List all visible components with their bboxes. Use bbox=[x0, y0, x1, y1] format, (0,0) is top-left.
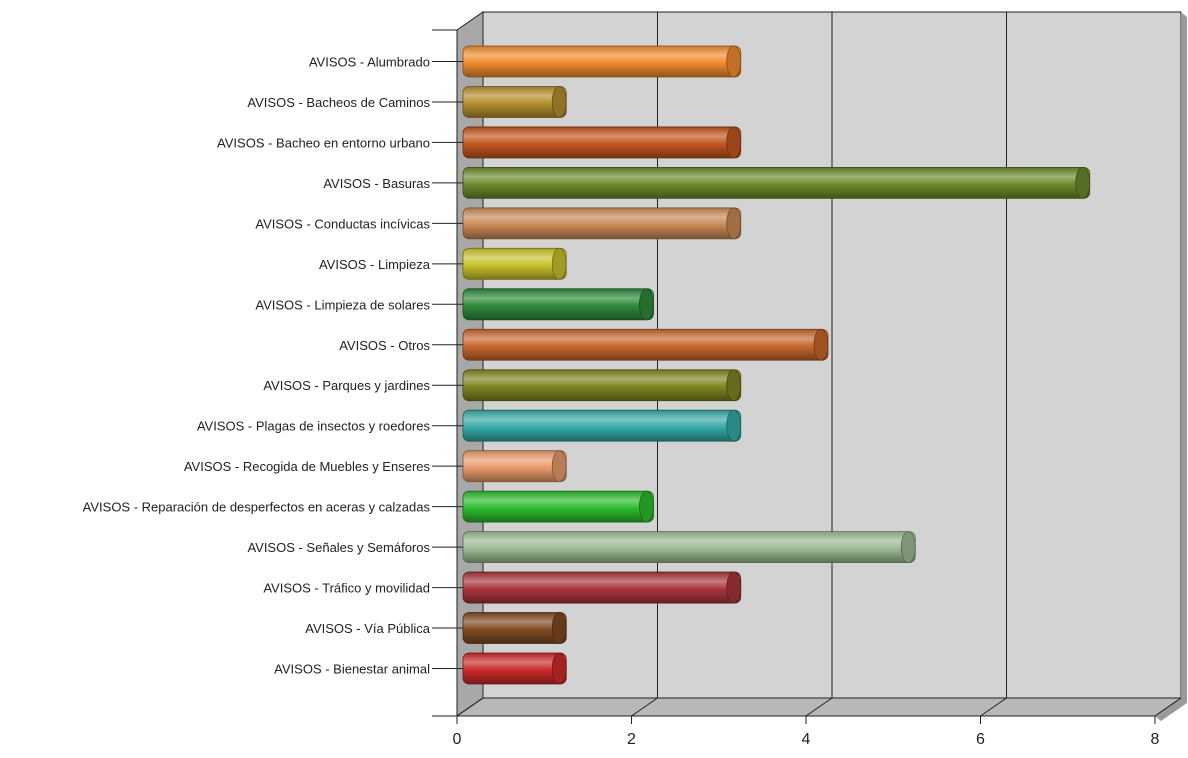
bar-15 bbox=[462, 652, 567, 685]
category-label: AVISOS - Reparación de desperfectos en a… bbox=[83, 500, 431, 515]
category-label: AVISOS - Conductas incívicas bbox=[255, 216, 430, 231]
floor-line-6 bbox=[980, 697, 1007, 717]
bar-cap-12 bbox=[900, 531, 916, 563]
bar-cap-15 bbox=[551, 652, 567, 685]
x-tick-label: 2 bbox=[627, 731, 636, 748]
bar-0 bbox=[462, 45, 742, 78]
bar-cap-1 bbox=[551, 86, 567, 118]
bar-13 bbox=[462, 571, 742, 604]
x-tick-label: 8 bbox=[1151, 731, 1160, 748]
bar-cap-5 bbox=[551, 247, 567, 280]
plot-background bbox=[455, 11, 1187, 721]
category-label: AVISOS - Otros bbox=[339, 338, 430, 353]
bar-10 bbox=[462, 450, 567, 483]
bar-cap-11 bbox=[639, 490, 654, 523]
floor-line-8 bbox=[1154, 697, 1182, 717]
bar-9 bbox=[462, 409, 742, 442]
bar-cap-10 bbox=[551, 450, 567, 483]
category-label: AVISOS - Recogida de Muebles y Enseres bbox=[184, 459, 431, 474]
bar-6 bbox=[462, 288, 654, 321]
bar-8 bbox=[462, 369, 742, 402]
category-labels: AVISOS - Alumbrado AVISOS - Bacheos de Ca… bbox=[83, 55, 463, 677]
bar-cap-2 bbox=[726, 126, 742, 159]
x-axis-ticks: 0 2 4 6 8 bbox=[432, 29, 1160, 748]
bar-11 bbox=[462, 490, 654, 523]
bar-5 bbox=[462, 247, 567, 280]
category-label: AVISOS - Basuras bbox=[323, 176, 430, 191]
bar-2 bbox=[462, 126, 742, 159]
category-label: AVISOS - Limpieza de solares bbox=[255, 297, 430, 312]
category-label: AVISOS - Bacheos de Caminos bbox=[247, 95, 430, 110]
bar-cap-7 bbox=[813, 328, 829, 361]
floor-line-4 bbox=[805, 697, 833, 717]
bar-1 bbox=[462, 86, 567, 118]
bar-cap-8 bbox=[726, 369, 742, 402]
bar-7 bbox=[462, 328, 829, 361]
category-label: AVISOS - Bienestar animal bbox=[274, 662, 430, 677]
bar-3 bbox=[462, 166, 1091, 199]
bar-cap-9 bbox=[726, 409, 742, 442]
bar-4 bbox=[462, 207, 742, 240]
category-label: AVISOS - Alumbrado bbox=[309, 55, 430, 70]
bar-cap-4 bbox=[726, 207, 742, 240]
bar-cap-6 bbox=[639, 288, 654, 321]
bar-cap-14 bbox=[551, 612, 567, 644]
bar-cap-0 bbox=[726, 45, 742, 78]
category-label: AVISOS - Tráfico y movilidad bbox=[263, 581, 430, 596]
category-label: AVISOS - Señales y Semáforos bbox=[247, 540, 430, 555]
category-label: AVISOS - Bacheo en entorno urbano bbox=[217, 135, 430, 150]
category-label: AVISOS - Vía Pública bbox=[305, 621, 431, 636]
bar-14 bbox=[462, 612, 567, 644]
floor-line-2 bbox=[631, 697, 658, 717]
bars bbox=[462, 45, 1091, 685]
x-tick-label: 6 bbox=[976, 731, 985, 748]
bar-12 bbox=[462, 531, 916, 563]
x-tick-label: 0 bbox=[453, 731, 462, 748]
bar-cap-3 bbox=[1075, 166, 1091, 199]
category-label: AVISOS - Limpieza bbox=[319, 257, 431, 272]
floor-line-0 bbox=[456, 697, 484, 717]
category-label: AVISOS - Parques y jardines bbox=[263, 378, 430, 393]
category-label: AVISOS - Plagas de insectos y roedores bbox=[197, 419, 431, 434]
plot-shadow bbox=[1155, 12, 1187, 721]
bar-cap-13 bbox=[726, 571, 742, 604]
x-tick-label: 4 bbox=[802, 731, 811, 748]
